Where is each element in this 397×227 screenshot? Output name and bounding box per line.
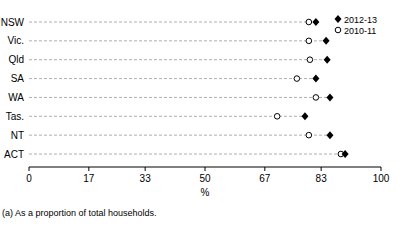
dot	[301, 112, 308, 120]
legend-label: 2012-13	[344, 15, 377, 25]
x-axis-label: %	[201, 187, 210, 198]
dot	[312, 75, 319, 83]
category-label: NSW	[1, 17, 25, 28]
category-label: SA	[11, 73, 25, 84]
dot	[323, 37, 330, 45]
x-tick	[205, 167, 206, 171]
guide-line	[29, 116, 305, 117]
x-tick-label: 67	[259, 173, 271, 184]
dot	[307, 57, 313, 63]
x-tick-label: 33	[140, 173, 152, 184]
guide-line	[29, 22, 316, 23]
x-tick	[29, 167, 30, 171]
guide-line	[29, 59, 327, 60]
dot	[326, 93, 333, 101]
category-label: NT	[11, 130, 24, 141]
x-tick	[381, 167, 382, 171]
dot	[312, 18, 319, 26]
dot	[306, 19, 312, 25]
plot-area	[29, 18, 349, 158]
x-tick	[88, 167, 89, 171]
dot	[306, 132, 312, 138]
dot	[326, 131, 333, 139]
x-tick-label: 0	[26, 173, 32, 184]
category-label: Qld	[8, 54, 24, 65]
dot	[313, 95, 319, 101]
dot	[306, 38, 312, 44]
footnote: (a) As a proportion of total households.	[2, 208, 157, 218]
x-tick-label: 83	[316, 173, 328, 184]
guide-line	[29, 154, 345, 155]
guide-line	[29, 78, 316, 79]
category-label: ACT	[4, 149, 24, 160]
category-label: Tas.	[6, 111, 24, 122]
x-tick	[264, 167, 265, 171]
x-tick	[321, 167, 322, 171]
chart: 0 17 33 50 67 83 100% (a) As a proportion of to…	[0, 0, 397, 227]
x-tick-label: 50	[199, 173, 211, 184]
x-tick-label: 17	[83, 173, 95, 184]
guide-line	[29, 97, 330, 98]
category-label: WA	[8, 92, 24, 103]
legend-marker	[335, 27, 341, 33]
guide-line	[29, 135, 330, 136]
dot	[342, 150, 349, 158]
x-tick	[145, 167, 146, 171]
x-tick-label: 100	[373, 173, 390, 184]
legend-marker	[335, 15, 342, 23]
category-label: Vic.	[8, 35, 25, 46]
legend-label: 2010-11	[344, 26, 376, 36]
dot	[294, 76, 300, 82]
guide-line	[29, 40, 326, 41]
dot	[274, 113, 280, 119]
dot	[324, 56, 331, 64]
